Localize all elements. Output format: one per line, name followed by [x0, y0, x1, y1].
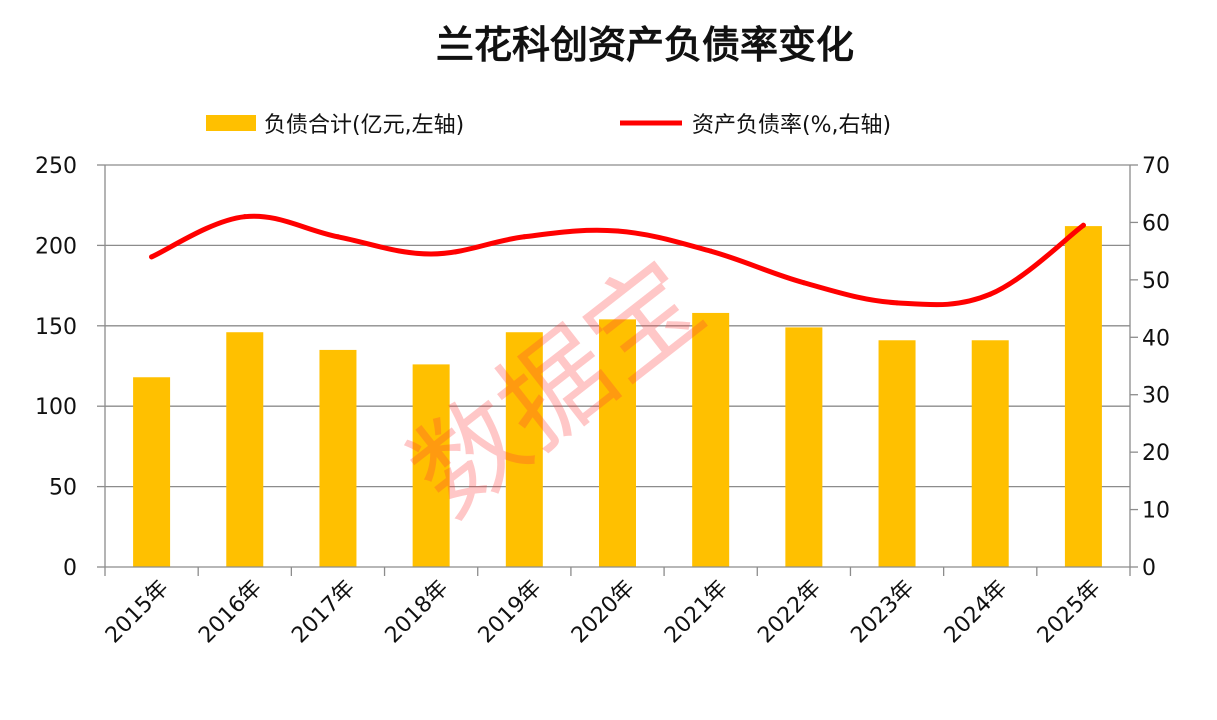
line-series	[149, 213, 1086, 308]
x-tick-label: 2018年	[381, 576, 454, 649]
x-tick-label: 2016年	[194, 576, 267, 649]
left-tick-label: 250	[35, 154, 77, 179]
line-point	[708, 248, 714, 254]
legend-bar-swatch	[206, 115, 256, 131]
line-point	[894, 300, 900, 306]
line-point	[428, 251, 434, 257]
bar	[785, 327, 823, 567]
x-tick-label: 2019年	[474, 576, 547, 649]
x-tick-label: 2022年	[753, 576, 826, 649]
line-point	[987, 291, 993, 297]
left-tick-label: 50	[49, 476, 77, 501]
bar	[226, 332, 264, 567]
left-tick-label: 150	[35, 315, 77, 340]
bar	[878, 340, 916, 567]
right-tick-label: 0	[1142, 556, 1156, 581]
bar	[971, 340, 1009, 567]
x-tick-label: 2017年	[287, 576, 360, 649]
right-tick-label: 40	[1142, 326, 1170, 351]
right-axis-ticks: 0 10 20 30 40 50 60 70	[1130, 154, 1170, 581]
line-point	[801, 280, 807, 286]
bar	[319, 349, 357, 567]
bar	[133, 377, 171, 567]
line-point	[1080, 222, 1086, 228]
chart-title: 兰花科创资产负债率变化	[436, 23, 854, 67]
bar	[692, 312, 730, 567]
line-point	[615, 228, 620, 234]
left-tick-label: 200	[35, 234, 77, 259]
x-tick-label: 2023年	[846, 576, 919, 649]
right-tick-label: 60	[1142, 211, 1170, 236]
right-tick-label: 50	[1142, 269, 1170, 294]
line-point	[242, 214, 248, 220]
left-tick-label: 100	[35, 395, 77, 420]
x-tick-label: 2024年	[940, 576, 1013, 649]
bar	[599, 319, 636, 567]
line-point	[149, 254, 155, 260]
right-tick-label: 10	[1142, 499, 1170, 524]
bar	[1064, 226, 1102, 567]
x-tick-label: 2015年	[101, 576, 174, 649]
x-tick-label: 2021年	[660, 576, 733, 649]
line-point	[335, 234, 341, 240]
bar	[412, 364, 450, 567]
x-axis-ticks: 2015年 2016年 2017年 2018年 2019年 2020年 2021年 2022年…	[101, 567, 1131, 649]
legend-bar-label: 负债合计(亿元,左轴)	[264, 113, 464, 138]
right-tick-label: 20	[1142, 441, 1170, 466]
bar	[505, 332, 543, 567]
legend: 负债合计(亿元,左轴) 资产负债率(%,右轴)	[206, 113, 891, 138]
left-axis-ticks: 0 50 100 150 200 250	[35, 154, 105, 581]
x-tick-label: 2020年	[567, 576, 640, 649]
right-tick-label: 30	[1142, 384, 1170, 409]
bar-series	[133, 226, 1102, 567]
axes	[104, 165, 1131, 568]
legend-line-label: 资产负债率(%,右轴)	[692, 113, 891, 138]
right-tick-label: 70	[1142, 154, 1170, 179]
line-point	[521, 234, 527, 240]
x-tick-label: 2025年	[1033, 576, 1106, 649]
left-tick-label: 0	[63, 556, 77, 581]
